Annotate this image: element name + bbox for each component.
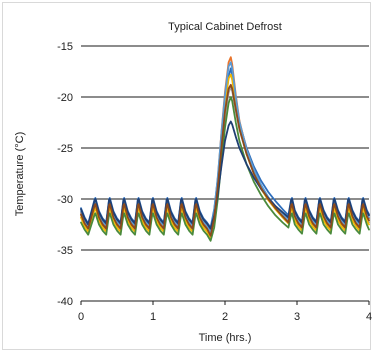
y-tick-label: -20 <box>57 92 73 104</box>
series-group <box>80 56 370 242</box>
y-tick-label: -25 <box>57 143 73 155</box>
x-tick-label: 4 <box>366 311 372 323</box>
chart-title: Typical Cabinet Defrost <box>168 21 282 33</box>
x-tick-label: 0 <box>78 311 84 323</box>
chart-frame <box>2 2 371 350</box>
y-axis-title: Temperature (°C) <box>14 132 26 216</box>
tick-labels: -15 -20 -25 -30 -35 -40 0 1 2 3 4 <box>57 41 372 323</box>
axes <box>80 300 370 305</box>
x-tick-label: 2 <box>222 311 228 323</box>
y-tick-label: -35 <box>57 245 73 257</box>
series-line-6 <box>80 96 370 242</box>
y-tick-label: -15 <box>57 41 73 53</box>
x-tick-label: 3 <box>294 311 300 323</box>
y-tick-label: -30 <box>57 194 73 206</box>
x-axis-title: Time (hrs.) <box>199 332 252 344</box>
y-tick-label: -40 <box>57 296 73 308</box>
x-tick-label: 1 <box>150 311 156 323</box>
series-line-8 <box>80 83 370 237</box>
